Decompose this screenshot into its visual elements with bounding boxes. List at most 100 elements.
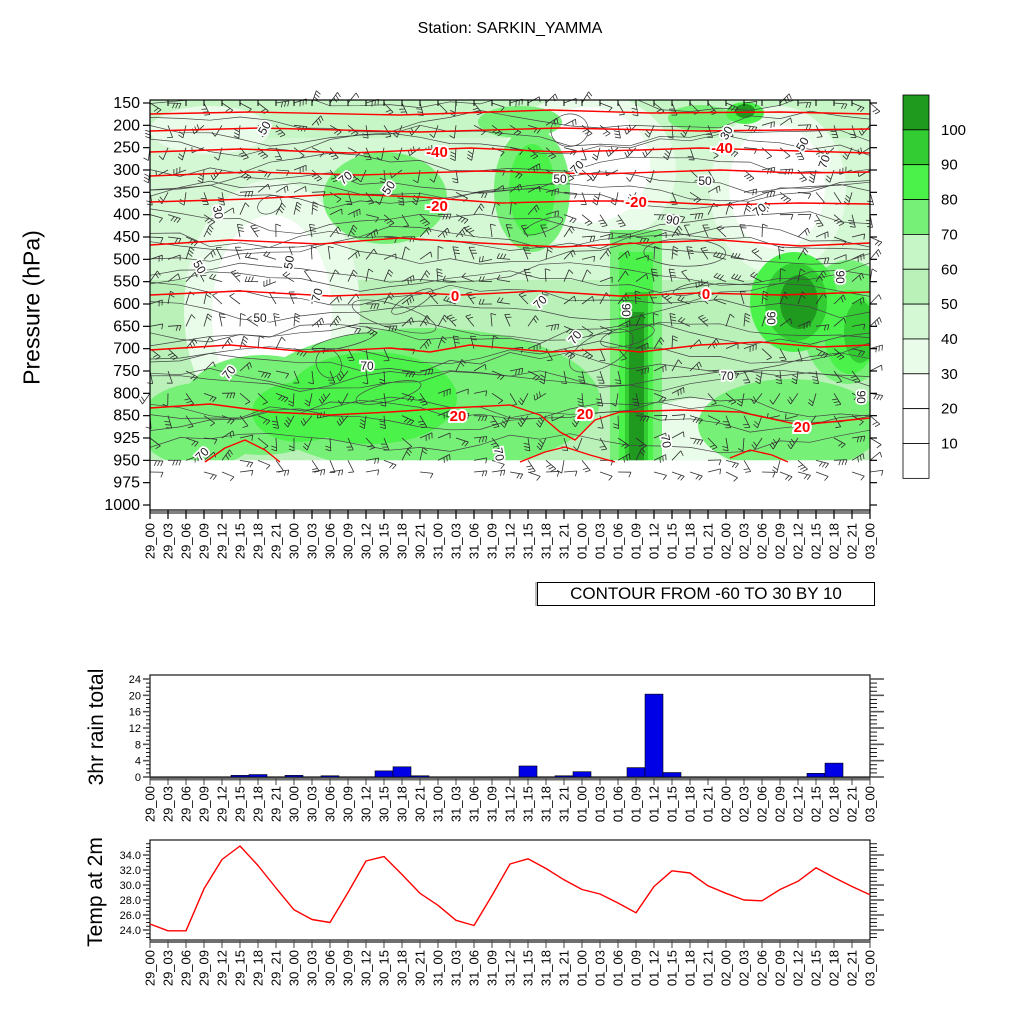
time-tick-label: 03_00 <box>863 786 878 822</box>
time-tick-label: 30_00 <box>287 950 302 986</box>
time-tick-label: 31_18 <box>539 786 554 822</box>
humidity-contour-label: 50 <box>281 254 297 270</box>
time-tick-label: 29_03 <box>161 950 176 986</box>
time-tick-label: 31_12 <box>503 950 518 986</box>
time-tick-label: 01_03 <box>593 523 608 559</box>
time-tick-label: 02_15 <box>809 523 824 559</box>
pressure-tick-label: 550 <box>113 274 140 291</box>
time-tick-label: 02_06 <box>755 786 770 822</box>
time-tick-label: 30_12 <box>359 950 374 986</box>
time-tick-label: 02_06 <box>755 950 770 986</box>
time-tick-label: 01_21 <box>701 786 716 822</box>
time-tick-label: 29_15 <box>233 950 248 986</box>
time-tick-label: 29_03 <box>161 523 176 559</box>
rain-bar <box>410 775 430 778</box>
humidity-contour-label: 50 <box>253 311 267 325</box>
humidity-contour-label: 50 <box>698 174 712 188</box>
temp-contour-label: 20 <box>577 406 594 423</box>
pressure-tick-label: 150 <box>113 95 140 112</box>
time-tick-label: 01_12 <box>647 786 662 822</box>
colorbar-tick-label: 60 <box>941 261 958 278</box>
humidity-contour-label: 70 <box>720 369 734 383</box>
temp-contour-label: -40 <box>711 140 733 157</box>
time-tick-label: 02_12 <box>791 950 806 986</box>
time-tick-label: 01_09 <box>629 786 644 822</box>
time-tick-label: 02_03 <box>737 950 752 986</box>
time-tick-label: 30_15 <box>377 950 392 986</box>
rain-tick-label: 4 <box>135 756 141 768</box>
pressure-tick-label: 500 <box>113 251 140 268</box>
humidity-contour-label: 70 <box>491 447 507 463</box>
time-tick-label: 30_00 <box>287 786 302 822</box>
time-tick-label: 31_03 <box>449 950 464 986</box>
rain-bar <box>248 774 268 778</box>
time-tick-label: 02_00 <box>719 950 734 986</box>
time-tick-label: 02_03 <box>737 786 752 822</box>
time-tick-label: 29_21 <box>269 950 284 986</box>
colorbar-tick-label: 80 <box>941 192 958 209</box>
time-tick-label: 01_03 <box>593 950 608 986</box>
time-tick-label: 01_06 <box>611 523 626 559</box>
temp-tick-label: 28.0 <box>120 895 141 907</box>
pressure-tick-label: 250 <box>113 140 140 157</box>
time-tick-label: 31_00 <box>431 786 446 822</box>
colorbar-tick-label: 100 <box>941 122 966 139</box>
humidity-contour-label: 90 <box>619 303 633 317</box>
time-tick-label: 31_09 <box>485 950 500 986</box>
time-tick-label: 01_00 <box>575 950 590 986</box>
time-tick-label: 29_18 <box>251 786 266 822</box>
time-tick-label: 01_12 <box>647 523 662 559</box>
time-tick-label: 03_00 <box>863 950 878 986</box>
rain-bar <box>806 773 826 778</box>
time-tick-label: 02_09 <box>773 786 788 822</box>
time-tick-label: 29_21 <box>269 523 284 559</box>
time-tick-label: 01_00 <box>575 786 590 822</box>
temp-contour-label: -20 <box>426 198 448 215</box>
time-tick-label: 30_00 <box>287 523 302 559</box>
temperature-contours: -40 -40 -20 -20 0 0 20 20 20 <box>149 109 871 463</box>
humidity-contour-label: 30 <box>210 205 226 221</box>
time-tick-label: 02_09 <box>773 950 788 986</box>
rain-tick-label: 20 <box>129 690 141 702</box>
time-tick-label: 29_00 <box>143 523 158 559</box>
pressure-tick-label: 350 <box>113 184 140 201</box>
rain-bar <box>284 775 304 778</box>
time-tick-label: 29_03 <box>161 786 176 822</box>
rain-bar <box>518 765 538 778</box>
time-tick-label: 30_09 <box>341 523 356 559</box>
humidity-contour-label: 70 <box>658 434 674 450</box>
time-tick-label: 02_00 <box>719 786 734 822</box>
time-tick-label: 30_15 <box>377 523 392 559</box>
time-tick-label: 02_12 <box>791 786 806 822</box>
time-tick-label: 02_21 <box>845 950 860 986</box>
time-tick-label: 29_18 <box>251 950 266 986</box>
time-tick-label: 01_06 <box>611 786 626 822</box>
time-tick-label: 30_12 <box>359 786 374 822</box>
rain-tick-label: 0 <box>135 772 141 784</box>
temp-line <box>149 845 871 932</box>
colorbar-tick-label: 20 <box>941 401 958 418</box>
time-tick-label: 31_21 <box>557 523 572 559</box>
time-tick-label: 31_03 <box>449 523 464 559</box>
time-tick-label: 29_00 <box>143 786 158 822</box>
time-tick-label: 30_21 <box>413 950 428 986</box>
time-tick-label: 02_21 <box>845 523 860 559</box>
time-tick-label: 29_09 <box>197 786 212 822</box>
time-tick-label: 31_18 <box>539 523 554 559</box>
time-tick-label: 01_21 <box>701 523 716 559</box>
pressure-tick-label: 925 <box>113 430 140 447</box>
time-tick-label: 29_00 <box>143 950 158 986</box>
humidity-contour-label: 50 <box>553 172 567 186</box>
temp-contour-label: 0 <box>451 288 459 305</box>
time-tick-label: 30_03 <box>305 950 320 986</box>
temp-tick-label: 34.0 <box>120 850 141 862</box>
time-tick-label: 02_18 <box>827 786 842 822</box>
pressure-tick-label: 300 <box>113 162 140 179</box>
humidity-contour-label: 90 <box>665 212 681 228</box>
time-tick-label: 31_15 <box>521 523 536 559</box>
rain-bar <box>662 772 682 778</box>
pressure-tick-label: 600 <box>113 296 140 313</box>
